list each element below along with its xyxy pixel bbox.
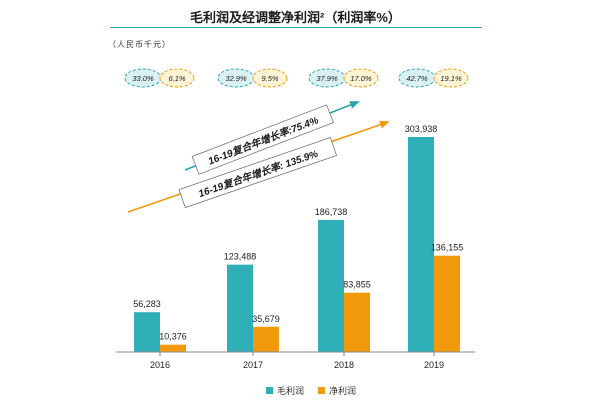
data-label-gross-2019: 303,938 [405,124,438,134]
legend-label-net: 净利润 [329,386,357,396]
bar-net-2017 [253,326,279,352]
gross-cagr-frame [191,104,334,175]
title-underline [110,27,482,28]
net-margin-bubble-2019 [433,68,469,88]
gross-margin-label-2018: 37.9% [316,74,338,83]
net-margin-bubble-2017 [252,68,288,88]
legend-swatch-gross [266,387,273,394]
x-tick-label-2018: 2018 [334,360,354,370]
gross-margin-label-2016: 33.0% [132,74,154,83]
unit-label: （人民币千元） [108,40,171,49]
bar-gross-2019 [408,137,434,352]
chart-title: 毛利润及经调整净利润²（利润率%） [190,10,401,25]
data-label-net-2019: 136,155 [431,243,464,253]
bar-net-2018 [344,292,370,352]
net-margin-label-2017: 9.5% [261,74,278,83]
bars: 56,283 10,376 123,488 35,679 186,738 83,855 30… [133,124,463,352]
gross-margin-label-2019: 42.7% [406,74,428,83]
net-margin-label-2016: 6.1% [168,74,185,83]
data-label-gross-2017: 123,488 [224,252,257,262]
cagr-arrows: 16-19复合年增长率:75.4%16-19复合年增长率: 135.9% [127,101,390,213]
data-label-gross-2018: 186,738 [315,207,348,217]
data-label-net-2017: 35,679 [252,314,280,324]
net-margin-label-2018: 17.0% [350,74,372,83]
bar-gross-2018 [318,219,344,352]
bar-gross-2017 [227,264,253,352]
margin-bubbles: 33.0% 6.1% 32.9% 9.5% 37.9% 17.0% 42.7% 19.1% [124,68,469,88]
x-tick-label-2017: 2017 [243,360,263,370]
bar-net-2016 [160,344,186,352]
legend: 毛利润 净利润 [266,384,356,397]
legend-item-gross: 毛利润 [266,384,304,397]
bar-net-2019 [434,255,460,352]
gross-margin-label-2017: 32.9% [225,74,247,83]
net-margin-bubble-2018 [343,68,379,88]
x-tick-label-2016: 2016 [150,360,170,370]
legend-swatch-net [318,387,326,394]
x-tick-label-2019: 2019 [424,360,444,370]
data-label-net-2016: 10,376 [159,332,187,342]
x-axis-ticks: 2016 2017 2018 2019 [150,352,444,370]
net-margin-label-2019: 19.1% [440,74,462,83]
legend-label-gross: 毛利润 [277,386,305,396]
data-label-gross-2016: 56,283 [133,299,161,309]
net-cagr-frame [178,136,338,209]
data-label-net-2018: 83,855 [343,280,371,290]
legend-item-net: 净利润 [318,384,356,397]
net-margin-bubble-2016 [159,68,195,88]
bar-gross-2016 [134,312,160,352]
